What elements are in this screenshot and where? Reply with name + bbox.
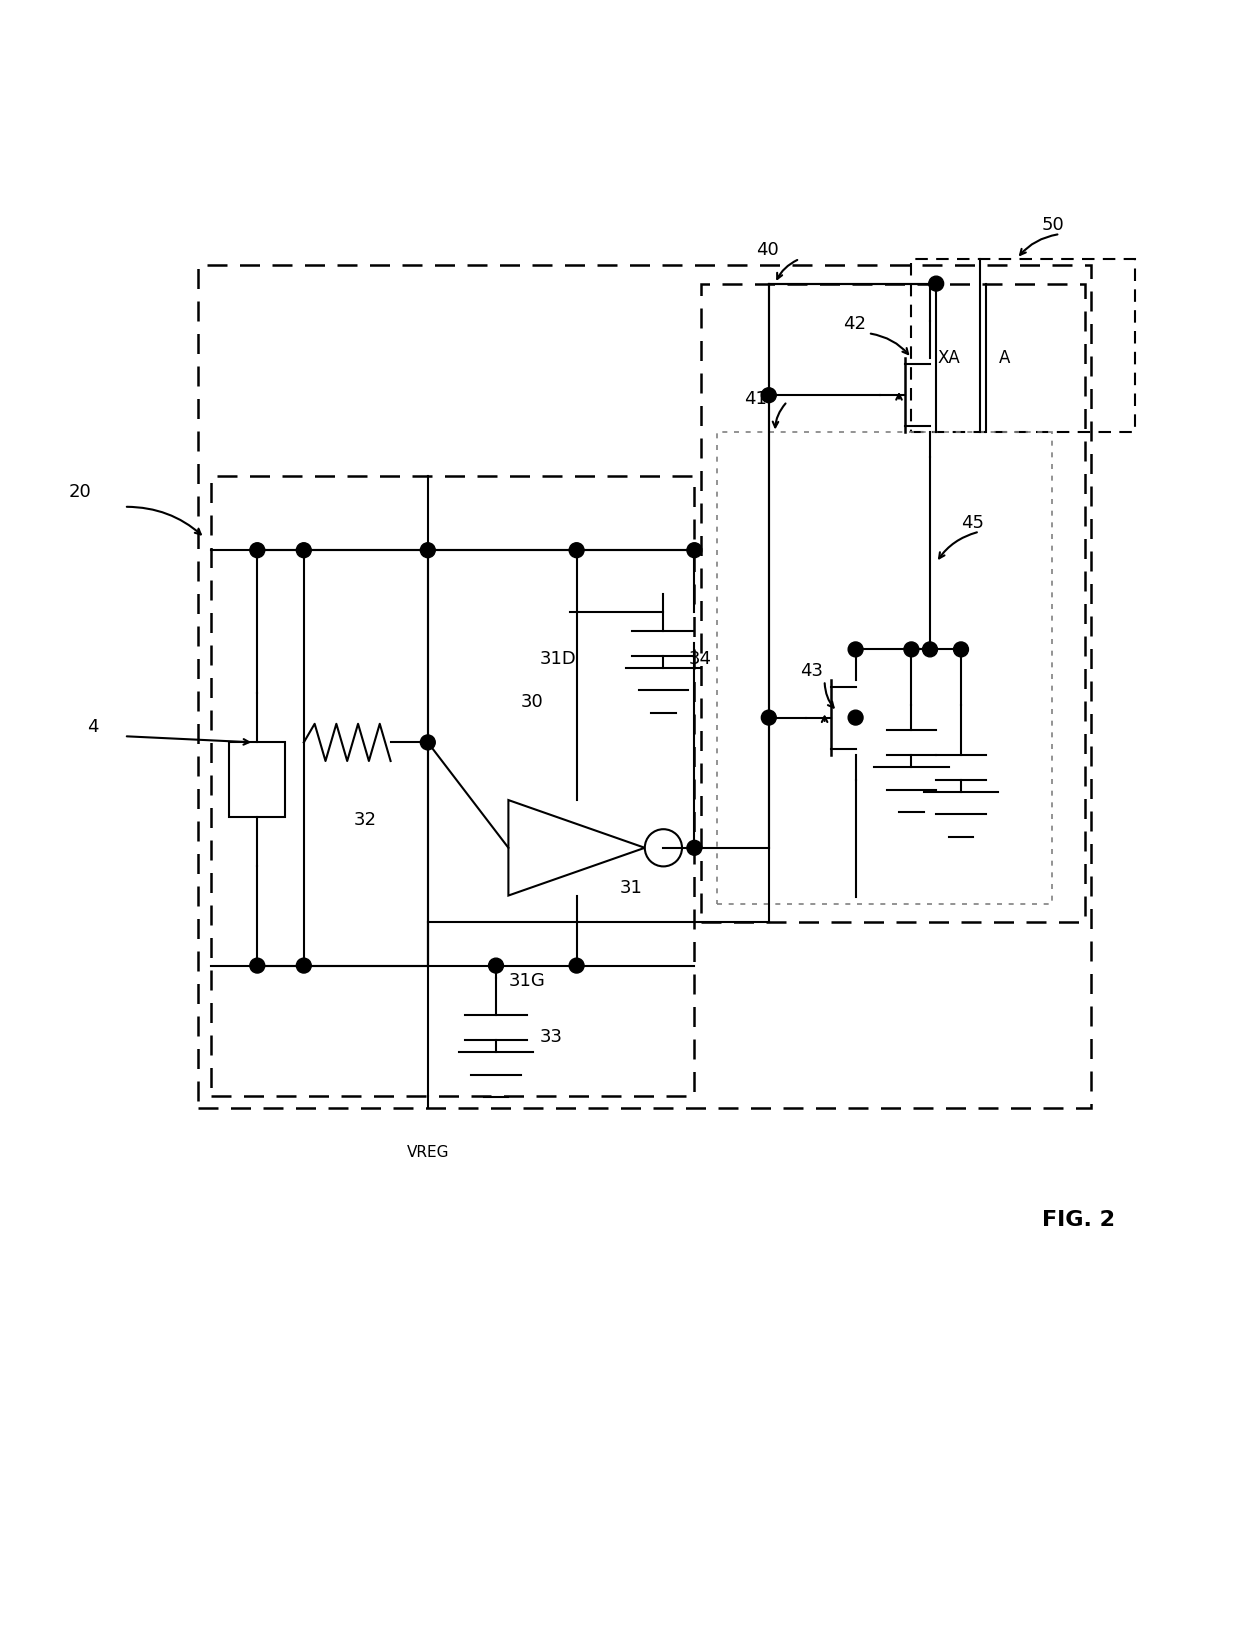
Circle shape [687,543,702,558]
Text: 45: 45 [961,514,985,532]
Circle shape [954,642,968,657]
Circle shape [929,277,944,291]
Text: VREG: VREG [407,1146,449,1160]
Text: 30: 30 [521,693,543,711]
Circle shape [848,709,863,724]
Text: 42: 42 [843,314,867,332]
Text: 43: 43 [800,662,823,680]
Circle shape [250,543,265,558]
Circle shape [489,958,503,973]
Circle shape [848,642,863,657]
Circle shape [687,841,702,856]
Text: 31: 31 [620,879,642,897]
Text: 41: 41 [744,390,766,408]
Circle shape [904,642,919,657]
Text: 31G: 31G [508,973,546,991]
Circle shape [296,543,311,558]
Text: 20: 20 [68,482,91,500]
Text: 34: 34 [688,650,712,668]
Text: 31D: 31D [539,650,577,668]
Circle shape [923,642,937,657]
Text: 40: 40 [756,240,779,258]
Text: 33: 33 [539,1029,563,1047]
Circle shape [569,543,584,558]
Text: A: A [998,349,1011,367]
Circle shape [761,388,776,403]
Text: 32: 32 [353,810,377,828]
Text: 50: 50 [1042,216,1064,234]
Circle shape [420,543,435,558]
Circle shape [250,958,265,973]
Circle shape [420,736,435,751]
Text: 4: 4 [87,718,99,736]
Text: XA: XA [937,349,960,367]
Circle shape [296,958,311,973]
Text: FIG. 2: FIG. 2 [1043,1210,1115,1230]
Circle shape [761,709,776,724]
Circle shape [569,958,584,973]
